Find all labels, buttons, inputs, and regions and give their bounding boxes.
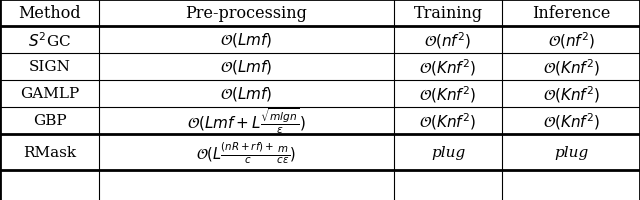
Text: $\mathcal{O}(Knf^2)$: $\mathcal{O}(Knf^2)$ [543,84,600,104]
Text: $\mathcal{O}(Knf^2)$: $\mathcal{O}(Knf^2)$ [419,111,477,131]
Text: Method: Method [19,5,81,22]
Text: $S^2$GC: $S^2$GC [28,31,71,50]
Text: Training: Training [413,5,483,22]
Text: $\mathcal{O}(Knf^2)$: $\mathcal{O}(Knf^2)$ [543,111,600,131]
Text: RMask: RMask [23,145,76,159]
Text: $\mathcal{O}(nf^2)$: $\mathcal{O}(nf^2)$ [548,30,595,51]
Text: $\mathcal{O}(Lmf)$: $\mathcal{O}(Lmf)$ [220,85,273,103]
Text: Pre-processing: Pre-processing [186,5,307,22]
Text: GAMLP: GAMLP [20,87,79,101]
Text: $\mathcal{O}(Knf^2)$: $\mathcal{O}(Knf^2)$ [419,57,477,77]
Text: $\mathcal{O}(nf^2)$: $\mathcal{O}(nf^2)$ [424,30,472,51]
Text: $\mathcal{O}(Knf^2)$: $\mathcal{O}(Knf^2)$ [543,57,600,77]
Text: plug: plug [554,145,588,159]
Text: $\mathcal{O}(Lmf)$: $\mathcal{O}(Lmf)$ [220,58,273,76]
Text: GBP: GBP [33,114,67,128]
Text: Inference: Inference [532,5,611,22]
Text: $\mathcal{O}(Lmf + L\frac{\sqrt{mlgn}}{\varepsilon})$: $\mathcal{O}(Lmf + L\frac{\sqrt{mlgn}}{\… [187,106,306,135]
Text: $\mathcal{O}(L\frac{(nR+rf)+}{c}\frac{m}{c\varepsilon})$: $\mathcal{O}(L\frac{(nR+rf)+}{c}\frac{m}… [196,140,296,165]
Text: plug: plug [431,145,465,159]
Text: $\mathcal{O}(Knf^2)$: $\mathcal{O}(Knf^2)$ [419,84,477,104]
Text: SIGN: SIGN [29,60,70,74]
Text: $\mathcal{O}(Lmf)$: $\mathcal{O}(Lmf)$ [220,31,273,49]
